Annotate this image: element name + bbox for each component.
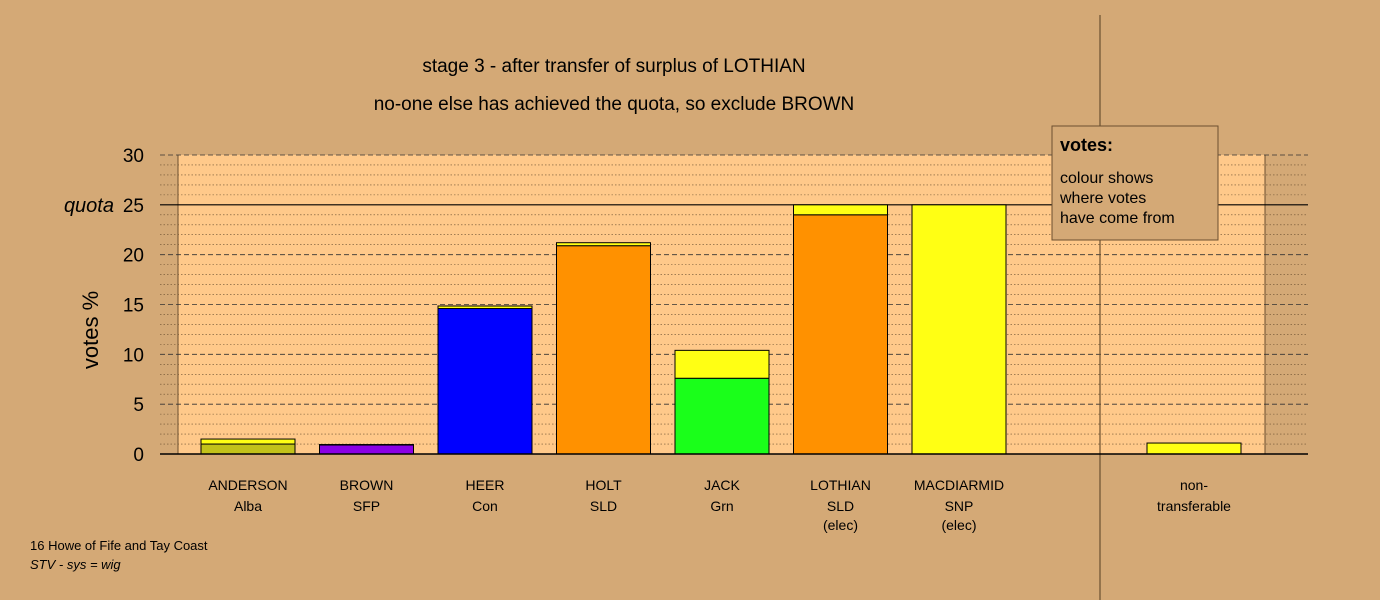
y-tick-label: 10 [123,345,144,366]
bar-heer-segment-snp [437,305,533,309]
y-tick-label: 5 [133,395,144,416]
candidate-name: HEER [466,477,505,493]
y-tick-label: 30 [123,146,144,167]
bar-jack-segment-snp [674,349,770,379]
candidate-party: SFP [353,498,380,514]
legend-line-2: where votes [1059,190,1146,207]
candidate-status: (elec) [823,517,858,533]
candidate-name: HOLT [585,477,622,493]
legend-title: votes: [1060,135,1113,155]
candidate-party: SLD [590,498,617,514]
bar-anderson-segment-alba [200,443,296,455]
bar-lothian-segment-snp [793,204,888,216]
y-tick-label: 25 [123,196,144,217]
chart-title: stage 3 - after transfer of surplus of L… [422,56,805,77]
candidate-party: Con [472,498,498,514]
system-label: STV - sys = wig [30,557,121,572]
candidate-name: BROWN [340,477,394,493]
bar-brown-segment-sfp [319,444,414,455]
y-tick-label: 0 [133,445,144,466]
candidate-labels: ANDERSON Alba BROWN SFP HEER Con HOLT SLD JACK Gr… [208,477,1231,533]
candidate-party: Alba [234,498,262,514]
candidate-name: LOTHIAN [810,477,871,493]
bar-holt-segment-snp [556,242,651,247]
y-tick-label: 20 [123,246,144,267]
y-axis-label: votes % [78,291,103,369]
y-axis: 0 5 10 15 20 25 30 [123,146,1308,466]
candidate-party: SLD [827,498,854,514]
bar-macdiarmid-segment-snp [911,204,1007,455]
y-tick-label: 15 [123,296,144,317]
bar-heer-segment-con [437,307,533,455]
bars-group [200,204,1242,455]
legend-line-3: have come from [1060,210,1175,227]
nontransferable-label-2: transferable [1157,498,1231,514]
chart-subtitle: no-one else has achieved the quota, so e… [374,94,855,115]
legend-box [1051,125,1219,241]
quota-label: quota [64,195,114,217]
legend: votes: colour shows where votes have com… [1051,125,1219,241]
bar-holt-segment-sld [556,245,651,455]
constituency-label: 16 Howe of Fife and Tay Coast [30,538,208,553]
candidate-name: MACDIARMID [914,477,1004,493]
bar-lothian-segment-sld [793,214,888,455]
bar-anderson-segment-snp [200,438,296,445]
nontransferable-label-1: non- [1180,477,1208,493]
bar-jack-segment-grn [674,377,770,455]
candidate-name: JACK [704,477,740,493]
legend-line-1: colour shows [1060,170,1153,187]
candidate-party: Grn [710,498,733,514]
candidate-status: (elec) [941,517,976,533]
candidate-name: ANDERSON [208,477,287,493]
candidate-party: SNP [945,498,974,514]
bar-nontransferable-segment-snp [1146,442,1242,455]
